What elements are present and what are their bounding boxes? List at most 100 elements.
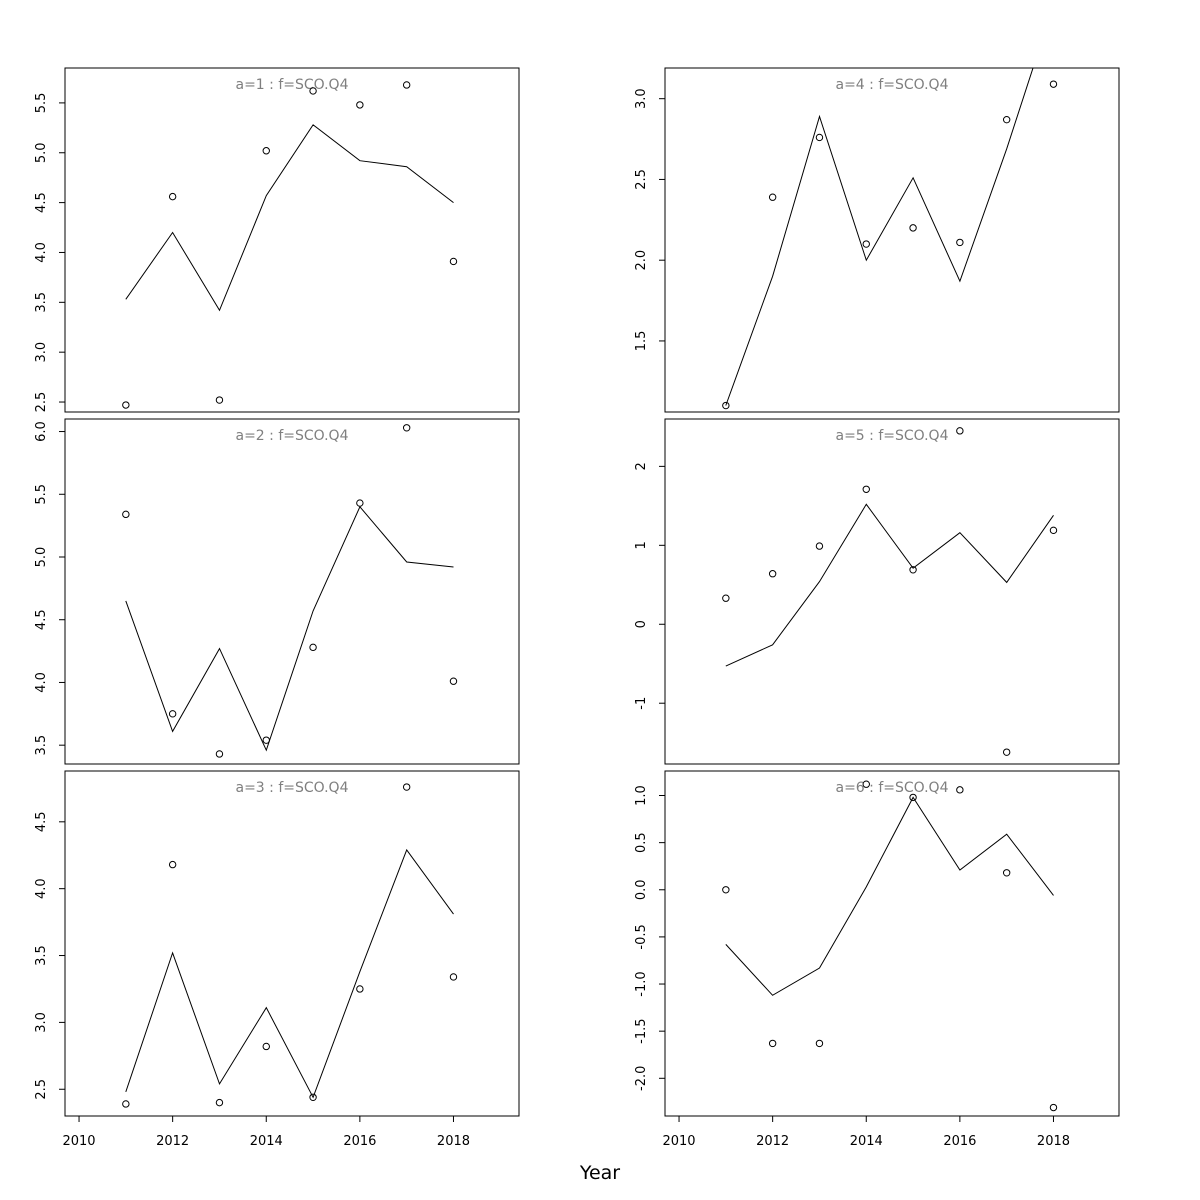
panel-4-ytick-label: 3.0 xyxy=(634,88,649,109)
panel-1: a=1 : f=SCO.Q4 2.5 3.0 3.5 4.0 4.5 5.0 5.5 xyxy=(34,67,520,413)
panel-6-obs-point xyxy=(862,780,870,788)
panel-5-ytick-label: 2 xyxy=(634,462,649,470)
panel-6-obs-point xyxy=(1049,1103,1058,1112)
panel-5-fit-line xyxy=(725,503,1054,667)
panel-4-obs-point xyxy=(862,240,870,248)
panel-5-obs-point xyxy=(815,542,824,550)
panel-5-obs-point xyxy=(768,570,777,578)
panel-2-obs-point xyxy=(168,710,177,718)
panel-3-frame xyxy=(64,770,520,1117)
panel-2-obs-point xyxy=(402,424,411,432)
panel-4-obs-point xyxy=(1049,80,1058,88)
panel-6-title: a=6 : f=SCO.Q4 xyxy=(836,780,949,796)
panel-3-obs-point xyxy=(215,1098,224,1107)
panel-3-obs-point xyxy=(168,860,177,869)
panel-6-ytick-label: 1.0 xyxy=(634,785,649,806)
x-axis-label: Year xyxy=(579,1162,620,1184)
panel-6-ytick-label: -0.5 xyxy=(634,924,649,949)
panel-3-plot-area xyxy=(122,783,458,1108)
panel-3-xtick-label: 2012 xyxy=(156,1134,189,1149)
panel-2-ytick-label: 3.5 xyxy=(34,735,49,756)
panel-6-obs-point xyxy=(909,793,917,802)
panel-5-ytick-label: -1 xyxy=(634,697,649,710)
panel-4-ytick-label: 1.5 xyxy=(634,331,649,352)
panel-4-plot-area xyxy=(722,68,1058,410)
panel-3-fit-line xyxy=(125,848,454,1099)
panel-1-ytick-label: 4.0 xyxy=(34,242,49,263)
panel-6-xtick-label: 2012 xyxy=(756,1134,789,1149)
panel-4-ytick-label: 2.5 xyxy=(634,169,649,190)
panel-6-ytick-label: -1.5 xyxy=(634,1018,649,1043)
panel-3: a=3 : f=SCO.Q4 2.5 3.0 3.5 4.0 4.5 2010 2012 201… xyxy=(34,770,520,1149)
panel-4-ytick-label: 2.0 xyxy=(634,250,649,271)
panel-2-obs-point xyxy=(449,677,458,685)
panel-3-ytick-label: 3.0 xyxy=(34,1012,49,1033)
panel-1-frame xyxy=(64,67,520,413)
panel-3-obs-point xyxy=(262,1042,270,1051)
panel-6-obs-point xyxy=(815,1039,824,1048)
panel-1-ytick-label: 5.5 xyxy=(34,93,49,114)
panel-6-ytick-label: -2.0 xyxy=(634,1066,649,1091)
panel-2-ytick-label: 4.5 xyxy=(34,609,49,630)
panel-3-obs-point xyxy=(449,973,458,981)
panel-1-obs-point xyxy=(356,101,364,109)
panel-6-ytick-label: 0.5 xyxy=(634,832,649,853)
panel-5-obs-point xyxy=(1049,526,1058,535)
panel-4-obs-point xyxy=(768,193,777,201)
panel-1-ytick-label: 3.0 xyxy=(34,342,49,363)
panel-2-ytick-label: 5.0 xyxy=(34,547,49,568)
panel-1-obs-point xyxy=(402,81,411,89)
panel-3-ytick-label: 3.5 xyxy=(34,945,49,966)
panel-2-ytick-label: 5.5 xyxy=(34,484,49,505)
panel-2-obs-point xyxy=(262,736,270,744)
panel-4-obs-point xyxy=(722,401,730,410)
panel-3-ytick-label: 2.5 xyxy=(34,1079,49,1100)
panel-3-xtick-label: 2018 xyxy=(437,1134,470,1149)
panel-6-frame xyxy=(664,770,1120,1117)
panel-5-ytick-label: 0 xyxy=(634,620,649,628)
panel-2-frame xyxy=(64,418,520,765)
panel-6: a=6 : f=SCO.Q4 -2.0 -1.5 -1.0 -0.5 0.0 0.5 1.0 2… xyxy=(634,770,1120,1149)
panel-5-obs-point xyxy=(862,485,870,493)
panel-3-xtick-label: 2014 xyxy=(250,1134,283,1149)
panel-6-plot-area xyxy=(722,780,1058,1112)
panel-5-obs-point xyxy=(909,566,917,574)
panel-5-obs-point xyxy=(722,594,730,602)
panel-1-ytick-label: 5.0 xyxy=(34,142,49,163)
panel-5-obs-point xyxy=(956,427,964,435)
panel-6-xtick-label: 2018 xyxy=(1037,1134,1070,1149)
panel-1-fit-line xyxy=(125,124,454,312)
panel-3-obs-point xyxy=(356,985,364,993)
panel-5-obs-point xyxy=(1002,748,1011,756)
panel-3-xtick-label: 2016 xyxy=(343,1134,376,1149)
panel-6-obs-point xyxy=(1002,869,1011,877)
panel-2-obs-point xyxy=(356,499,364,507)
panel-2: a=2 : f=SCO.Q4 3.5 4.0 4.5 5.0 5.5 6.0 xyxy=(34,418,520,765)
panel-5-plot-area xyxy=(722,427,1058,756)
panel-1-plot-area xyxy=(122,81,458,409)
panel-6-ytick-label: -1.0 xyxy=(634,971,649,996)
panel-5-ytick-label: 1 xyxy=(634,541,649,549)
panel-2-obs-point xyxy=(122,510,130,519)
panel-2-ytick-label: 4.0 xyxy=(34,672,49,693)
panel-3-ytick-label: 4.0 xyxy=(34,878,49,899)
panel-4-frame xyxy=(664,67,1120,413)
panel-2-fit-line xyxy=(125,505,454,752)
panel-1-ytick-label: 2.5 xyxy=(34,392,49,413)
panel-4-fit-line xyxy=(725,68,1034,406)
panel-4: a=4 : f=SCO.Q4 1.5 2.0 2.5 3.0 xyxy=(634,67,1120,413)
panel-4-obs-point xyxy=(956,238,964,247)
panel-1-title: a=1 : f=SCO.Q4 xyxy=(236,77,349,93)
panel-3-obs-point xyxy=(122,1100,130,1108)
panel-2-title: a=2 : f=SCO.Q4 xyxy=(236,428,349,444)
panel-6-fit-line xyxy=(725,796,1054,996)
panel-4-title: a=4 : f=SCO.Q4 xyxy=(836,77,949,93)
panel-1-obs-point xyxy=(122,401,130,409)
panel-6-obs-point xyxy=(768,1039,777,1048)
panels: a=1 : f=SCO.Q4 2.5 3.0 3.5 4.0 4.5 5.0 5.5 a=2 :… xyxy=(34,67,1120,1149)
panel-1-obs-point xyxy=(262,147,270,155)
panel-6-ytick-label: 0.0 xyxy=(634,879,649,900)
panel-6-xtick-label: 2010 xyxy=(662,1134,695,1149)
panel-2-plot-area xyxy=(122,424,458,758)
